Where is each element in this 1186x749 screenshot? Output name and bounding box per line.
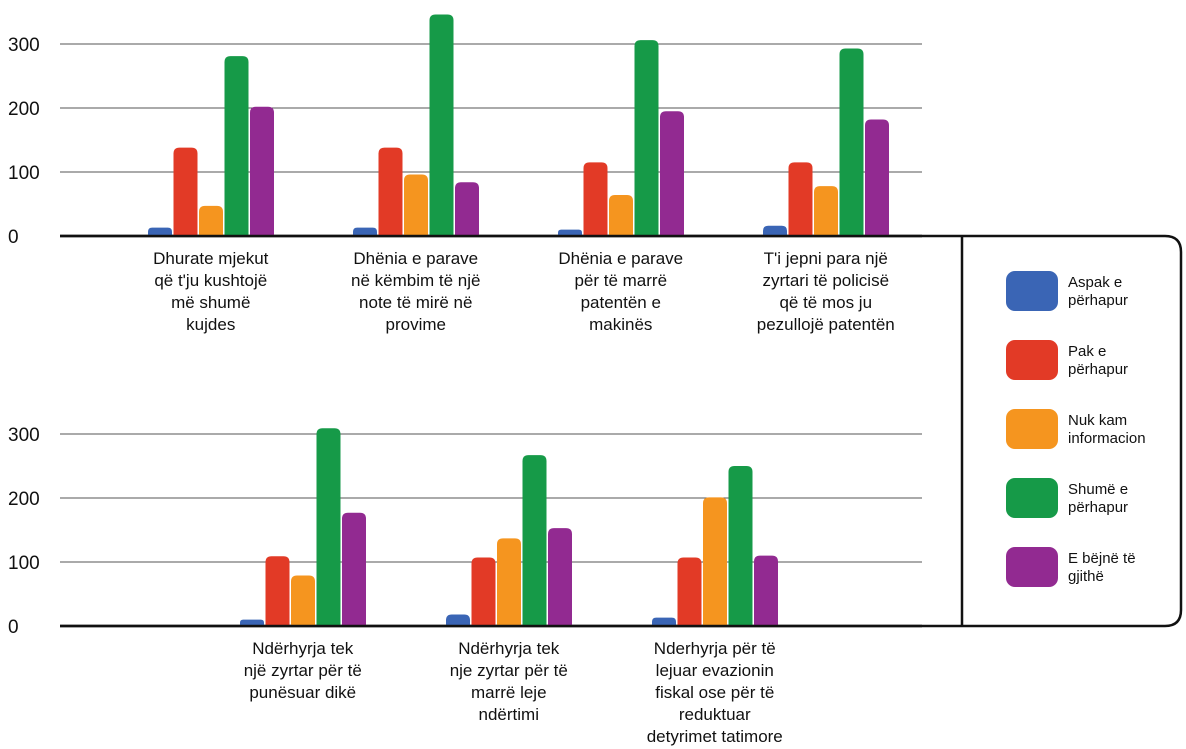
bar [865,119,889,236]
bar [404,174,428,236]
legend-frame [60,234,1183,628]
bar [148,227,172,236]
bar [353,227,377,236]
bar [173,147,198,236]
bar [265,556,290,626]
bar [788,162,813,236]
bar [754,555,778,626]
bar [429,14,454,237]
legend-label: Aspak e përhapur [1068,274,1128,309]
legend-item: Nuk kam informacion [1006,409,1146,449]
bar [839,48,864,237]
legend-item: Aspak e përhapur [1006,271,1128,311]
legend-label: E bëjnë të gjithë [1068,550,1136,585]
legend-item: E bëjnë të gjithë [1006,547,1136,587]
bar [316,428,341,626]
legend-label: Shumë e përhapur [1068,481,1128,516]
bar [522,455,547,626]
bar [703,497,727,626]
bar [814,186,838,236]
bar [224,56,249,236]
bar [677,557,702,626]
chart-panel-1: 0 100 200 300 Dhurate mjekut që t'ju kushtojë… [8,14,922,334]
bar [240,619,264,626]
bar [634,40,659,236]
bar [609,195,633,236]
y-tick-label: 0 [8,617,19,638]
chart-panel-2: 0 100 200 300 Ndërhyrja tek një zyrtar për të… [8,425,922,746]
legend-swatch [1006,271,1058,311]
bar [497,538,521,626]
bar [583,162,608,236]
legend-swatch [1006,340,1058,380]
bar [548,528,572,626]
x-tick-label: Dhurate mjekut që t'ju kushtojë më shumë ku… [153,249,269,334]
legend-swatch [1006,547,1058,587]
legend-item: Pak e përhapur [1006,340,1128,380]
bar [652,617,676,626]
legend-swatch [1006,478,1058,518]
x-tick-label: Dhënia e parave për të marrë patentën e mak… [558,249,683,334]
bar [660,111,684,236]
bar [728,466,753,626]
legend: Aspak e përhapur Pak e përhapur Nuk kam infor… [1006,271,1146,587]
bar [446,614,470,626]
x-tick-label: Dhënia e parave në këmbim të një note të m… [351,249,480,334]
bar [250,106,274,236]
y-tick-label: 100 [8,553,40,574]
y-tick-label: 300 [8,35,40,56]
legend-item: Shumë e përhapur [1006,478,1128,518]
x-tick-label: T'i jepni para një zyrtari të policisë që … [757,249,895,334]
x-tick-label: Nderhyrja për të lejuar evazionin fiskal o… [647,639,783,746]
y-tick-label: 300 [8,425,40,446]
x-tick-label: Ndërhyrja tek nje zyrtar për të marrë leje… [450,639,568,724]
x-tick-label: Ndërhyrja tek një zyrtar për të punësuar d… [244,639,362,702]
legend-label: Pak e përhapur [1068,343,1128,378]
bar [471,557,496,626]
y-tick-label: 0 [8,227,19,248]
bar [558,229,582,236]
y-tick-label: 200 [8,99,40,120]
y-tick-label: 100 [8,163,40,184]
bar [342,512,366,626]
y-tick-label: 200 [8,489,40,510]
legend-swatch [1006,409,1058,449]
bar [455,182,479,236]
bar [763,225,787,236]
bar [199,205,223,236]
bar [378,147,403,236]
bar [291,575,315,626]
legend-label: Nuk kam informacion [1068,412,1146,447]
